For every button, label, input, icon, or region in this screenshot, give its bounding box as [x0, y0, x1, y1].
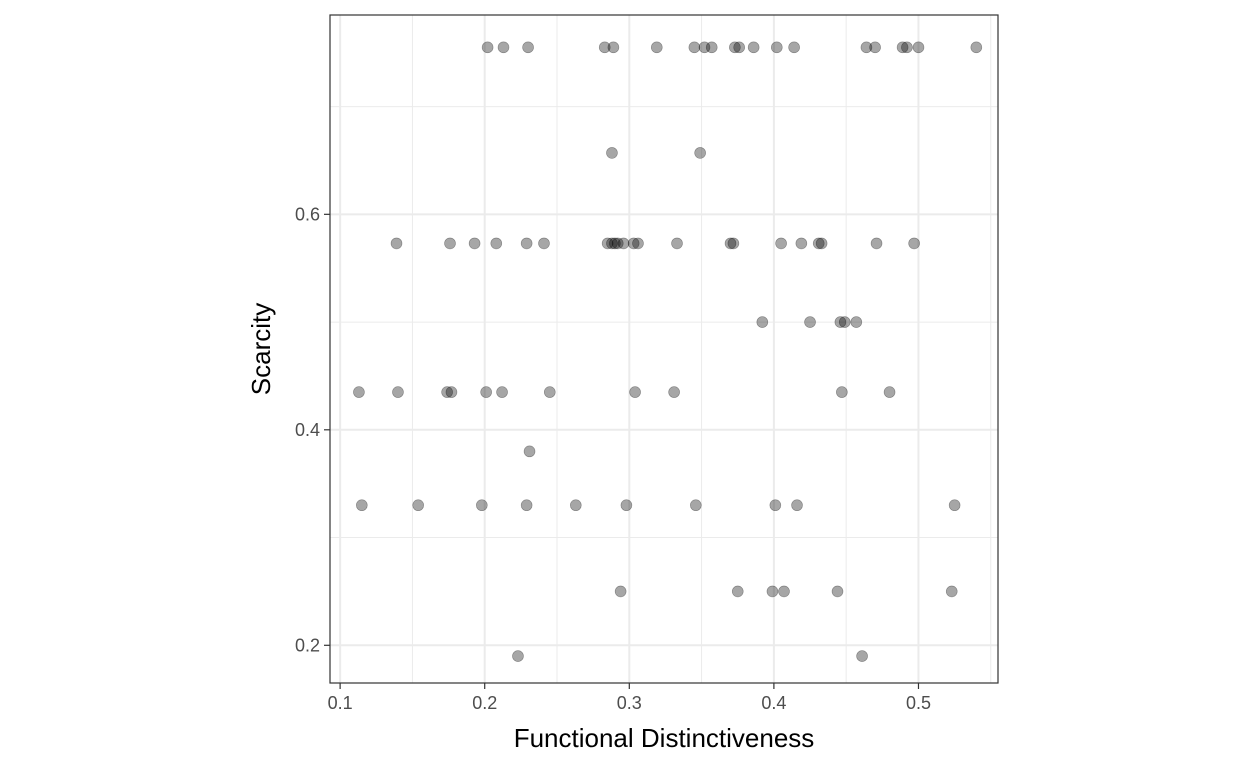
x-tick-label: 0.4	[761, 693, 786, 713]
x-tick-label: 0.2	[472, 693, 497, 713]
data-point	[617, 237, 630, 250]
data-point	[834, 316, 847, 328]
data-point	[512, 650, 524, 662]
data-point	[733, 41, 745, 54]
data-points	[353, 41, 983, 662]
data-point	[609, 237, 621, 250]
data-point	[815, 237, 828, 250]
y-tick-label: 0.2	[295, 635, 320, 655]
data-point	[353, 386, 365, 398]
data-point	[390, 237, 403, 250]
data-point	[945, 585, 958, 598]
data-point	[690, 499, 702, 512]
data-point	[901, 41, 913, 54]
data-point	[869, 41, 881, 54]
data-point	[908, 237, 920, 250]
data-point	[441, 386, 453, 398]
data-point	[694, 147, 706, 159]
data-point	[671, 237, 683, 250]
data-point	[601, 237, 614, 250]
data-point	[570, 499, 582, 512]
y-tick-label: 0.4	[295, 420, 320, 440]
data-point	[445, 386, 458, 398]
data-point	[948, 499, 961, 512]
y-axis-title: Scarcity	[246, 303, 276, 395]
data-point	[705, 41, 718, 54]
data-point	[791, 499, 803, 512]
data-point	[831, 585, 844, 598]
data-point	[523, 445, 536, 458]
data-point	[766, 585, 779, 598]
data-point	[788, 41, 800, 54]
data-point	[775, 237, 787, 250]
panel-background	[330, 15, 998, 683]
data-point	[970, 41, 983, 54]
data-point	[747, 41, 760, 54]
data-point	[650, 41, 663, 54]
x-axis-title: Functional Distinctiveness	[514, 723, 815, 753]
data-point	[795, 237, 808, 250]
data-point	[836, 386, 848, 398]
data-point	[769, 499, 782, 512]
data-point	[356, 499, 368, 512]
data-point	[444, 237, 456, 250]
major-gridlines	[330, 15, 998, 683]
data-point	[850, 316, 863, 328]
data-point	[896, 41, 909, 54]
data-point	[860, 41, 873, 54]
data-point	[688, 41, 701, 54]
panel-border	[329, 14, 999, 684]
data-point	[598, 41, 611, 54]
data-point	[870, 237, 883, 250]
data-point	[698, 41, 711, 54]
data-point	[606, 237, 618, 250]
data-point	[480, 386, 492, 398]
data-point	[770, 41, 783, 54]
data-point	[490, 237, 503, 250]
data-point	[606, 147, 618, 159]
data-point	[756, 316, 769, 328]
data-point	[543, 386, 556, 398]
x-tick-label: 0.1	[328, 693, 353, 713]
data-point	[468, 237, 481, 250]
data-point	[838, 316, 851, 328]
data-point	[729, 41, 741, 54]
data-point	[412, 499, 424, 512]
data-point	[812, 237, 825, 250]
x-tick-label: 0.3	[617, 693, 642, 713]
data-point	[496, 386, 508, 398]
data-point	[731, 585, 744, 598]
x-tick-label: 0.5	[906, 693, 931, 713]
data-point	[627, 237, 640, 250]
data-point	[614, 585, 627, 598]
data-point	[668, 386, 680, 398]
data-point	[481, 41, 494, 54]
x-axis-ticks: 0.1 0.2 0.3 0.4 0.5	[328, 683, 931, 713]
data-point	[611, 237, 624, 250]
data-point	[497, 41, 510, 54]
data-point	[538, 237, 550, 250]
data-point	[724, 237, 737, 250]
data-point	[856, 650, 868, 662]
data-point	[778, 585, 790, 598]
y-tick-label: 0.6	[295, 204, 320, 224]
data-point	[727, 237, 740, 250]
data-point	[620, 499, 633, 512]
data-point	[522, 41, 534, 54]
y-axis-ticks: 0.2 0.4 0.6	[295, 204, 330, 655]
data-point	[883, 386, 896, 398]
minor-gridlines	[330, 15, 998, 683]
data-point	[392, 386, 404, 398]
data-point	[476, 499, 488, 512]
data-point	[804, 316, 816, 328]
data-point	[520, 499, 533, 512]
data-point	[520, 237, 533, 250]
data-point	[912, 41, 925, 54]
data-point	[607, 41, 620, 54]
data-point	[632, 237, 644, 250]
data-point	[629, 386, 641, 398]
